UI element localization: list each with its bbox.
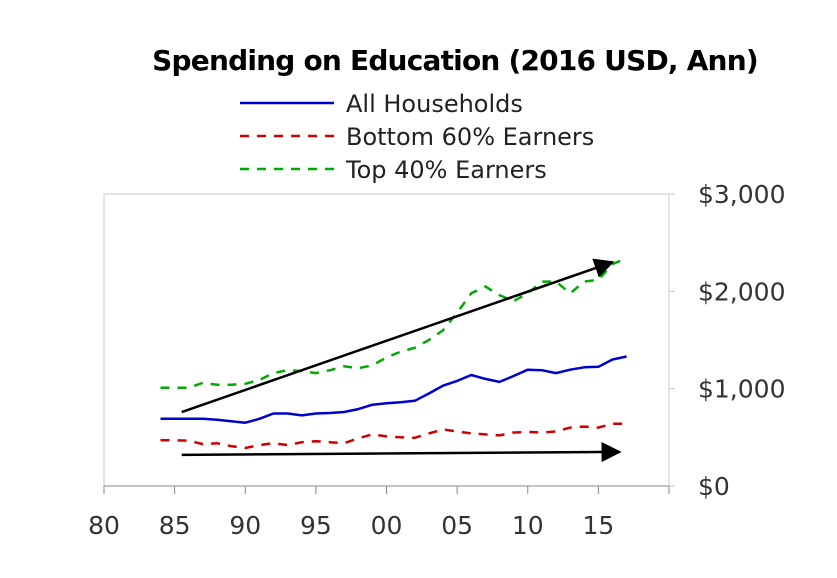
x-tick-label-3: 95	[300, 511, 332, 540]
y-tick-label-0: $0	[698, 472, 730, 501]
chart-title: Spending on Education (2016 USD, Ann)	[152, 44, 758, 77]
trend-arrow-1	[181, 442, 622, 463]
x-tick-label-1: 85	[159, 511, 191, 540]
y-tick-label-2: $2,000	[698, 277, 785, 306]
x-tick-label-5: 05	[441, 511, 473, 540]
x-tick-label-2: 90	[229, 511, 261, 540]
x-tick-label-4: 00	[371, 511, 403, 540]
legend-label-1: Bottom 60% Earners	[346, 123, 594, 151]
legend-label-2: Top 40% Earners	[345, 156, 547, 184]
series-line-2	[160, 257, 628, 389]
axes: 80 85 90 95 00 05 10 15 $0 $1,000 $2,000 $3,000	[88, 180, 785, 540]
y-tick-label-3: $3,000	[698, 180, 785, 209]
series-line-1	[160, 422, 627, 450]
series-line-0	[160, 355, 627, 424]
series-layer	[160, 257, 628, 450]
x-tick-label-0: 80	[88, 511, 120, 540]
x-tick-label-7: 15	[582, 511, 614, 540]
legend-label-0: All Households	[346, 90, 523, 118]
annotation-layer	[181, 258, 622, 463]
y-tick-label-1: $1,000	[698, 375, 785, 404]
x-tick-label-6: 10	[512, 511, 544, 540]
trend-arrow-0	[181, 258, 615, 414]
legend: All Households Bottom 60% Earners Top 40% …	[240, 90, 594, 184]
